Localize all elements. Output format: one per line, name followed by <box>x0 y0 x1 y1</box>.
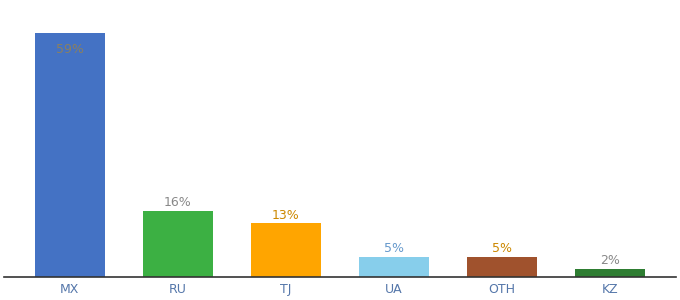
Bar <box>575 269 645 277</box>
Bar <box>467 256 537 277</box>
Bar <box>251 224 321 277</box>
Bar <box>35 33 105 277</box>
Text: 5%: 5% <box>384 242 404 255</box>
Text: 59%: 59% <box>56 44 84 56</box>
Bar <box>143 211 213 277</box>
Text: 13%: 13% <box>272 209 300 222</box>
Text: 2%: 2% <box>600 254 620 267</box>
Text: 16%: 16% <box>164 196 192 209</box>
Text: 5%: 5% <box>492 242 512 255</box>
Bar <box>359 256 429 277</box>
